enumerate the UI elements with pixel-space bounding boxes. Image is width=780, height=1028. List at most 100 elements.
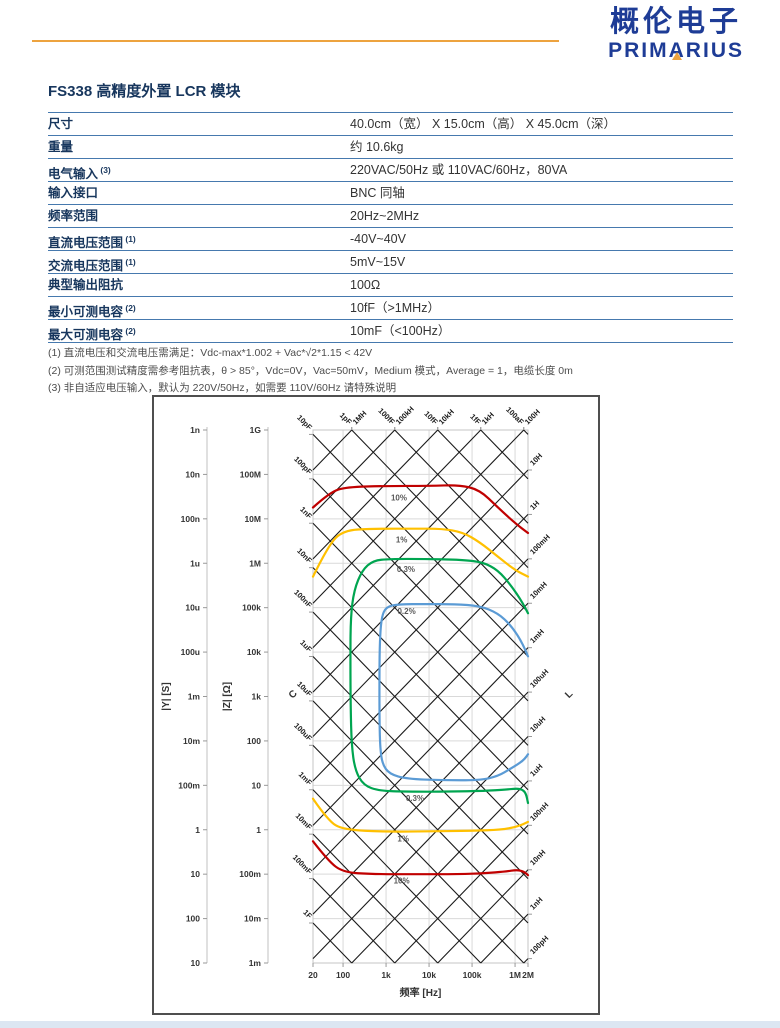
spec-row: 直流电压范围 (1) -40V~40V: [48, 227, 733, 250]
svg-text:10k: 10k: [247, 647, 261, 657]
spec-label: 最小可测电容 (2): [48, 303, 136, 320]
spec-row: 最小可测电容 (2) 10fF（>1MHz）: [48, 296, 733, 319]
spec-row: 交流电压范围 (1) 5mV~15V: [48, 250, 733, 273]
svg-text:|Y| [S]: |Y| [S]: [161, 682, 172, 710]
svg-text:10%: 10%: [394, 877, 410, 886]
spec-row: 输入接口 BNC 同轴: [48, 181, 733, 204]
spec-row: 最大可测电容 (2) 10mF（<100Hz）: [48, 319, 733, 342]
svg-text:100nF: 100nF: [292, 588, 314, 610]
footnotes: (1) 直流电压和交流电压需满足：Vdc-max*1.002 + Vac*√2*…: [48, 345, 573, 398]
svg-text:1F: 1F: [301, 908, 314, 921]
svg-text:1M: 1M: [249, 558, 261, 568]
header-accent-line: [32, 40, 559, 42]
svg-text:100m: 100m: [239, 869, 261, 879]
svg-text:10nF: 10nF: [295, 546, 314, 565]
svg-text:10m: 10m: [244, 914, 261, 924]
svg-text:1mH: 1mH: [528, 627, 546, 645]
svg-text:100k: 100k: [242, 603, 261, 613]
svg-text:10: 10: [252, 780, 262, 790]
svg-text:10nH: 10nH: [528, 848, 547, 867]
svg-text:1k: 1k: [252, 692, 262, 702]
svg-text:1%: 1%: [397, 835, 409, 844]
svg-text:100: 100: [186, 914, 200, 924]
svg-text:1uF: 1uF: [298, 638, 314, 654]
spec-value: 220VAC/50Hz 或 110VAC/60Hz，80VA: [350, 163, 568, 177]
svg-text:100mF: 100mF: [291, 853, 314, 876]
svg-text:0.3%: 0.3%: [397, 565, 415, 574]
svg-text:10m: 10m: [183, 736, 200, 746]
svg-text:C: C: [287, 688, 300, 701]
svg-text:1mF: 1mF: [297, 770, 315, 788]
spec-value: BNC 同轴: [350, 186, 405, 200]
spec-label: 电气输入 (3): [48, 165, 111, 182]
svg-text:1m: 1m: [188, 692, 201, 702]
svg-text:|Z| [Ω]: |Z| [Ω]: [222, 682, 233, 711]
logo: 概伦电子 PRIMA RIUS: [608, 6, 744, 62]
spec-label: 最大可测电容 (2): [48, 326, 136, 343]
x-axis-title: 频率 [Hz]: [400, 986, 442, 999]
footer-bar: [0, 1021, 780, 1028]
logo-english-text: PRIMA RIUS: [608, 39, 744, 62]
svg-text:10: 10: [191, 958, 201, 968]
svg-text:10: 10: [191, 869, 201, 879]
svg-text:1MH: 1MH: [351, 409, 369, 427]
footnote: (3) 非自适应电压输入，默认为 220V/50Hz，如需要 110V/60Hz…: [48, 382, 397, 394]
spec-row: 频率范围 20Hz~2MHz: [48, 204, 733, 227]
spec-row: 重量 约 10.6kg: [48, 135, 733, 158]
spec-row: 电气输入 (3) 220VAC/50Hz 或 110VAC/60Hz，80VA: [48, 158, 733, 181]
spec-label: 重量: [48, 140, 74, 154]
svg-text:1kH: 1kH: [480, 410, 496, 426]
spec-value: 20Hz~2MHz: [350, 209, 420, 223]
svg-text:100M: 100M: [240, 469, 261, 479]
svg-text:100m: 100m: [178, 780, 200, 790]
svg-text:100pF: 100pF: [292, 455, 314, 477]
svg-text:1k: 1k: [381, 970, 391, 980]
svg-text:10H: 10H: [528, 451, 544, 467]
svg-text:100uF: 100uF: [292, 721, 314, 743]
svg-text:10%: 10%: [391, 494, 407, 503]
svg-text:10fF: 10fF: [422, 409, 440, 427]
svg-text:0.2%: 0.2%: [397, 607, 415, 616]
svg-text:100mH: 100mH: [528, 532, 552, 556]
svg-text:1nF: 1nF: [298, 505, 314, 521]
svg-text:100fF: 100fF: [376, 406, 397, 427]
svg-text:100k: 100k: [463, 970, 482, 980]
svg-text:100u: 100u: [181, 647, 200, 657]
spec-value: 5mV~15V: [350, 255, 406, 269]
svg-text:1H: 1H: [528, 499, 541, 512]
svg-text:10mF: 10mF: [294, 811, 315, 832]
svg-text:100nH: 100nH: [528, 800, 550, 822]
svg-text:1nH: 1nH: [528, 895, 544, 911]
spec-label: 频率范围: [48, 209, 99, 223]
svg-text:100: 100: [336, 970, 350, 980]
svg-text:1M: 1M: [509, 970, 521, 980]
footnote: (1) 直流电压和交流电压需满足：Vdc-max*1.002 + Vac*√2*…: [48, 347, 373, 359]
spec-row: 典型输出阻抗 100Ω: [48, 273, 733, 296]
svg-text:L: L: [563, 689, 575, 701]
svg-text:1n: 1n: [190, 425, 200, 435]
spec-label: 直流电压范围 (1): [48, 234, 136, 251]
svg-text:20: 20: [308, 970, 318, 980]
footnote: (2) 可测范围测试精度需参考阻抗表，θ > 85°，Vdc=0V，Vac=50…: [48, 364, 573, 377]
svg-text:10n: 10n: [185, 469, 200, 479]
svg-text:100uH: 100uH: [528, 667, 550, 689]
svg-text:10u: 10u: [185, 603, 200, 613]
impedance-accuracy-chart: 100aF1fF10fF100fF1pF10pF100pF1nF10nF100n…: [161, 404, 575, 999]
svg-text:100n: 100n: [181, 514, 200, 524]
spec-label: 交流电压范围 (1): [48, 257, 136, 274]
svg-text:0.3%: 0.3%: [406, 794, 424, 803]
logo-chinese-text: 概伦电子: [610, 6, 743, 38]
svg-text:10pF: 10pF: [295, 413, 314, 432]
svg-text:1uH: 1uH: [528, 762, 544, 778]
impedance-accuracy-chart-panel: 100aF 1fF 10fF 100fF 1pF 10pF 100pF 1nF 10nF 100n…: [152, 395, 600, 1015]
svg-text:100pH: 100pH: [528, 934, 550, 956]
spec-row: 尺寸 40.0cm（宽） X 15.0cm（高） X 45.0cm（深）: [48, 112, 733, 135]
spec-value: -40V~40V: [350, 232, 406, 246]
spec-value: 10fF（>1MHz）: [350, 301, 440, 315]
spec-table: 尺寸 40.0cm（宽） X 15.0cm（高） X 45.0cm（深） 重量 约 1…: [48, 112, 733, 343]
svg-text:10M: 10M: [244, 514, 261, 524]
spec-value: 10mF（<100Hz）: [350, 324, 451, 338]
spec-value: 100Ω: [350, 278, 381, 292]
logo-a-glyph: A: [668, 39, 686, 62]
svg-text:1m: 1m: [249, 958, 262, 968]
